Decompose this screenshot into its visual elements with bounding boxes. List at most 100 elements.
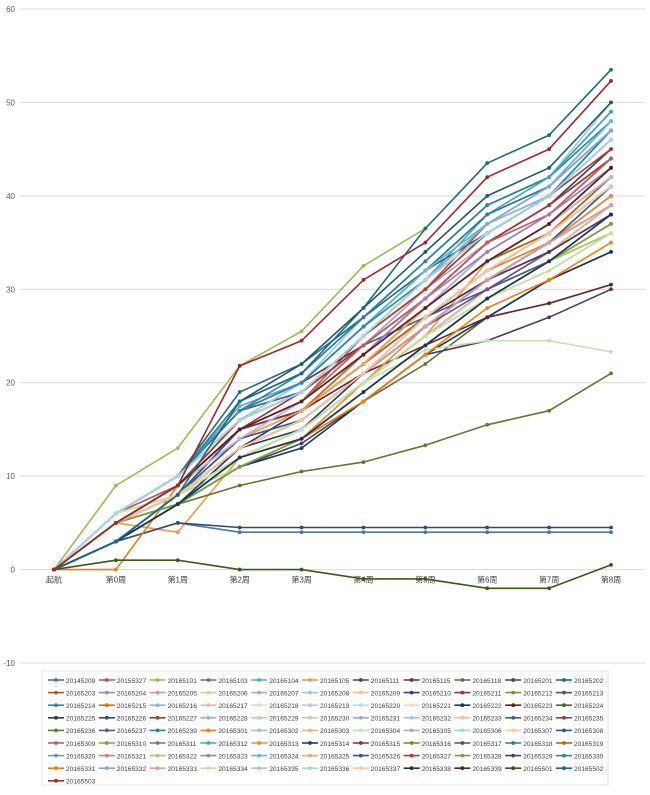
legend-label: 20165226 (117, 716, 147, 723)
legend-item: 20165301 (200, 728, 248, 735)
legend-label: 20165330 (574, 753, 604, 760)
data-point (113, 567, 118, 572)
series-line (53, 139, 612, 571)
data-point (299, 371, 304, 376)
legend-marker (54, 678, 58, 682)
data-point (485, 268, 490, 273)
series-20165503 (52, 79, 613, 572)
data-point (423, 278, 428, 282)
series-20165502 (52, 67, 613, 572)
data-point (299, 441, 304, 446)
legend-marker (562, 766, 566, 771)
legend-item: 20165221 (403, 703, 451, 710)
legend-item: 20165328 (454, 753, 502, 760)
data-point (547, 525, 552, 530)
data-point (237, 390, 242, 394)
data-point (609, 240, 613, 245)
legend-label: 20165332 (117, 766, 147, 773)
data-point (609, 371, 613, 376)
data-point (485, 525, 490, 530)
legend-item: 20165229 (251, 716, 299, 723)
legend-marker (104, 703, 109, 708)
data-point (52, 567, 56, 572)
data-point (609, 109, 613, 114)
legend-label: 20165216 (168, 703, 198, 710)
legend-label: 20165501 (523, 766, 553, 773)
legend-item: 20165105 (302, 678, 350, 685)
legend-item: 20165206 (200, 690, 248, 697)
legend-label: 20165101 (168, 678, 198, 685)
legend-marker (206, 728, 211, 733)
data-point (547, 586, 552, 591)
data-point (609, 212, 613, 217)
legend-marker (409, 753, 414, 758)
data-point (609, 184, 613, 189)
legend-marker (460, 766, 465, 771)
legend-marker (54, 753, 58, 758)
legend-marker (104, 741, 109, 745)
legend-marker (104, 753, 109, 758)
data-point (361, 460, 366, 465)
legend-marker (155, 741, 160, 745)
legend-marker (358, 728, 363, 733)
data-point (609, 221, 613, 226)
data-point (423, 287, 428, 292)
legend-label: 20165208 (320, 690, 350, 697)
legend-item: 20165104 (251, 678, 299, 685)
legend-label: 20165228 (218, 716, 248, 723)
data-point (609, 563, 613, 567)
data-point (299, 427, 304, 432)
y-tick-label: -10 (3, 659, 15, 668)
data-point (485, 212, 490, 217)
legend-item: 20165320 (48, 753, 96, 760)
data-point (299, 329, 304, 334)
data-point (175, 446, 180, 451)
legend-marker (257, 728, 262, 733)
data-point (547, 278, 552, 282)
legend-marker (308, 703, 312, 708)
data-point (423, 259, 428, 264)
legend-marker (257, 678, 262, 682)
legend-marker (511, 690, 516, 695)
legend-label: 20165231 (371, 716, 401, 723)
legend-item: 20165326 (352, 753, 400, 760)
legend-label: 20165312 (218, 741, 248, 748)
legend-label: 20165306 (472, 728, 502, 735)
legend-marker (409, 766, 414, 771)
data-point (609, 119, 613, 124)
legend: 20145209 20155327 20165101 20165103 20165104… (41, 670, 609, 786)
legend-marker (358, 678, 363, 682)
data-point (299, 525, 304, 530)
legend-label: 20165205 (168, 690, 198, 697)
data-point (299, 418, 304, 422)
legend-label: 20165311 (168, 741, 197, 748)
legend-item: 20165203 (48, 690, 96, 697)
data-point (423, 343, 428, 348)
data-point (237, 455, 242, 460)
legend-label: 20165336 (320, 766, 350, 773)
data-point (609, 530, 613, 535)
data-point (423, 577, 428, 581)
legend-item: 20165314 (302, 741, 350, 748)
legend-marker (257, 703, 262, 708)
data-point (547, 250, 552, 254)
legend-marker (54, 741, 58, 745)
legend-item: 20165334 (200, 766, 248, 773)
legend-label: 20165317 (472, 741, 502, 748)
data-point (547, 184, 552, 189)
legend-marker (358, 753, 363, 758)
legend-marker (206, 678, 211, 682)
data-point (299, 436, 304, 441)
legend-label: 20165115 (422, 678, 451, 685)
legend-item: 20165215 (98, 703, 146, 710)
data-point (547, 133, 552, 138)
legend-label: 20165321 (117, 753, 147, 760)
legend-label: 20145209 (66, 678, 96, 685)
data-point (547, 212, 552, 217)
legend-label: 20165206 (218, 690, 248, 697)
data-point (423, 530, 428, 535)
legend-marker (257, 741, 262, 745)
data-point (361, 264, 366, 268)
data-point (485, 259, 490, 264)
legend-label: 20165322 (168, 753, 198, 760)
